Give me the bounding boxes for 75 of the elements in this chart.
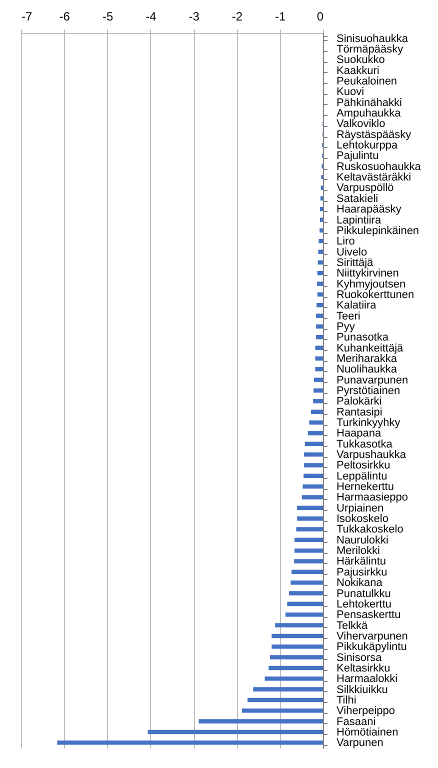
y-tick-label: Meriharakka [336,352,398,365]
x-tick-label: -5 [102,10,114,24]
y-tick-label: Satakieli [336,192,378,205]
y-tick-label: Kyhmyjoutsen [336,278,406,290]
y-tick-label: Punatulkku [336,588,391,600]
x-tick-label: -7 [22,10,32,24]
y-tick-label: Räystäspääsky [336,128,412,141]
y-tick-label: Kaakkuri [336,64,380,77]
y-tick-label: Lehtokurppa [336,140,399,152]
y-tick-label: Varpunen [336,737,384,750]
y-tick-label: Punavarpunen [336,374,408,386]
y-tick-label: Nokikana [336,577,384,590]
y-tick-label: Fasaani [336,716,376,728]
y-tick-label: Tilhi [336,694,356,706]
y-tick-label: Törmäpääsky [336,44,404,56]
y-tick-label: Harmaasieppo [336,492,408,504]
y-tick-label: Peukaloinen [336,76,398,88]
y-tick-label: Viherpeippo [336,705,396,718]
y-tick-label: Lehtokerttu [336,598,392,610]
y-tick-label: Sinisorsa [336,652,383,664]
y-tick-label: Hernekerttu [336,481,394,494]
y-tick-label: Pyy [336,320,356,333]
y-tick-label: Leppälintu [336,470,388,482]
y-tick-label: Pyrstötiainen [336,385,400,397]
y-tick-label: Naurulokki [336,534,388,546]
y-tick-label: Pikkukäpylintu [336,641,407,654]
y-tick-label: Turkinkyyhky [336,417,401,430]
y-tick-label: Sinisuohaukka [336,32,409,45]
x-tick-label: -4 [146,10,157,24]
x-tick-label: 0 [316,10,324,24]
y-tick-label: Tukkakoskelo [336,524,404,536]
y-tick-label: Pähkinähakki [336,96,402,109]
y-tick-label: Haapana [336,428,382,440]
y-tick-label: Punasotka [336,332,390,344]
y-tick-label: Merilokki [336,545,380,558]
y-tick-label: Harmaalokki [336,673,398,686]
x-tick-label: -3 [188,10,200,24]
y-tick-label: Varpushaukka [336,449,407,462]
y-tick-label: Varpuspöllö [336,182,394,194]
y-tick-label: Hömötiainen [336,726,398,738]
y-tick-label: Nuolihaukka [336,364,398,376]
y-tick-label: Peltosirkku [336,460,390,472]
x-tick-label: -6 [59,10,70,24]
y-tick-label: Ruskosuohaukka [336,160,422,173]
y-tick-label: Ruokokerttunen [336,288,414,301]
y-tick-label: Kuhankeittäjä [336,342,404,354]
y-tick-label: Tukkasotka [336,438,394,450]
x-tick-label: -2 [232,10,243,24]
y-tick-label: Sirittäjä [336,256,374,269]
y-tick-label: Urpiainen [336,502,384,514]
y-tick-label: Ampuhaukka [336,108,402,120]
y-tick-label: Pajulintu [336,150,379,162]
y-tick-label: Palokärki [336,396,382,408]
y-tick-label: Vihervarpunen [336,630,408,642]
y-tick-label: Liro [336,236,355,248]
y-tick-label: Lapintiira [336,214,382,226]
y-tick-label: Silkkiuikku [336,684,388,696]
y-tick-label: Suokukko [336,54,385,66]
y-tick-label: Keltavästäräkki [336,172,412,184]
y-tick-label: Pensaskerttu [336,609,401,622]
y-tick-label: Telkkä [336,620,369,632]
y-tick-label: Valkoviklo [336,118,386,130]
x-tick-label: -1 [275,10,286,24]
y-tick-label: Pikkulepinkäinen [336,224,420,237]
y-tick-label: Haarapääsky [336,204,402,216]
y-tick-label: Isokoskelo [336,513,388,526]
y-tick-label: Teeri [336,310,360,322]
y-tick-label: Rantasipi [336,406,382,418]
y-tick-label: Härkälintu [336,556,386,568]
y-tick-label: Kuovi [336,86,364,98]
y-tick-label: Keltasirkku [336,662,390,674]
y-tick-label: Niittykirvinen [336,268,399,280]
y-tick-label: Kalatiira [336,300,378,312]
y-tick-label: Pajusirkku [336,566,388,578]
y-tick-label: Uivelo [336,246,368,258]
